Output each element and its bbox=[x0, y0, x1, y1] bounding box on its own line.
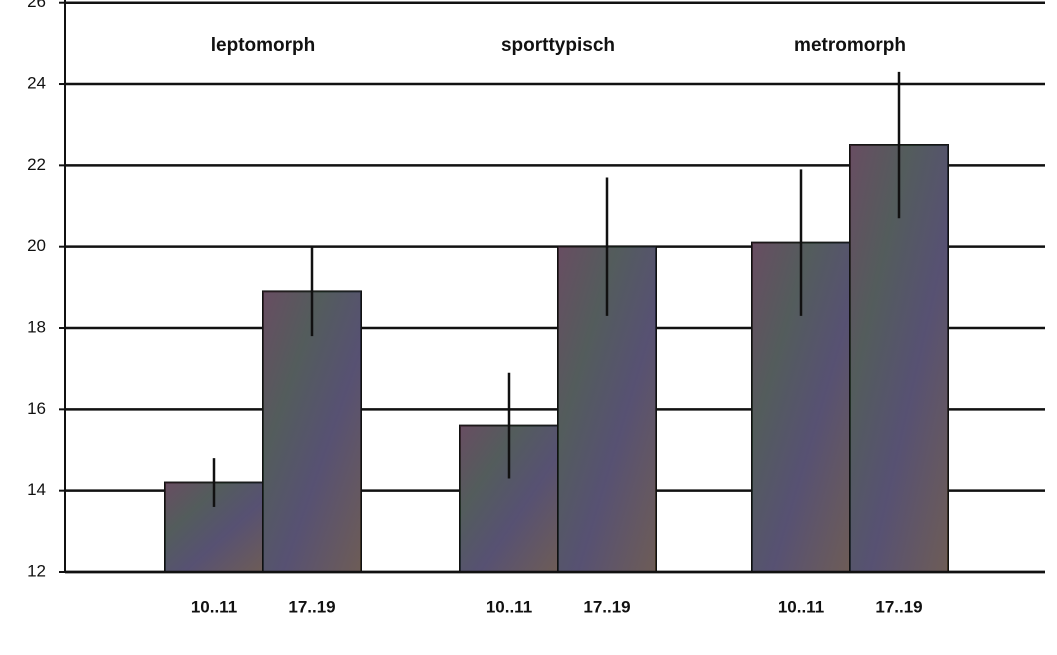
y-tick-label: 12 bbox=[27, 561, 46, 580]
x-tick-label: 10..11 bbox=[486, 597, 532, 616]
y-tick-label: 22 bbox=[27, 155, 46, 174]
group-label: sporttypisch bbox=[501, 35, 615, 56]
x-tick-label: 10..11 bbox=[191, 597, 237, 616]
group-label: leptomorph bbox=[211, 35, 316, 56]
x-tick-label: 17..19 bbox=[875, 597, 922, 616]
bar-texture bbox=[263, 291, 361, 572]
x-tick-label: 17..19 bbox=[583, 597, 630, 616]
y-tick-label: 14 bbox=[27, 480, 46, 499]
x-tick-label: 10..11 bbox=[778, 597, 824, 616]
group-label: metromorph bbox=[794, 35, 906, 56]
y-tick-label: 18 bbox=[27, 317, 46, 336]
y-tick-label: 24 bbox=[27, 74, 46, 93]
x-tick-label: 17..19 bbox=[288, 597, 335, 616]
y-tick-label: 26 bbox=[27, 0, 46, 11]
y-tick-label: 16 bbox=[27, 399, 46, 418]
y-tick-label: 20 bbox=[27, 236, 46, 255]
